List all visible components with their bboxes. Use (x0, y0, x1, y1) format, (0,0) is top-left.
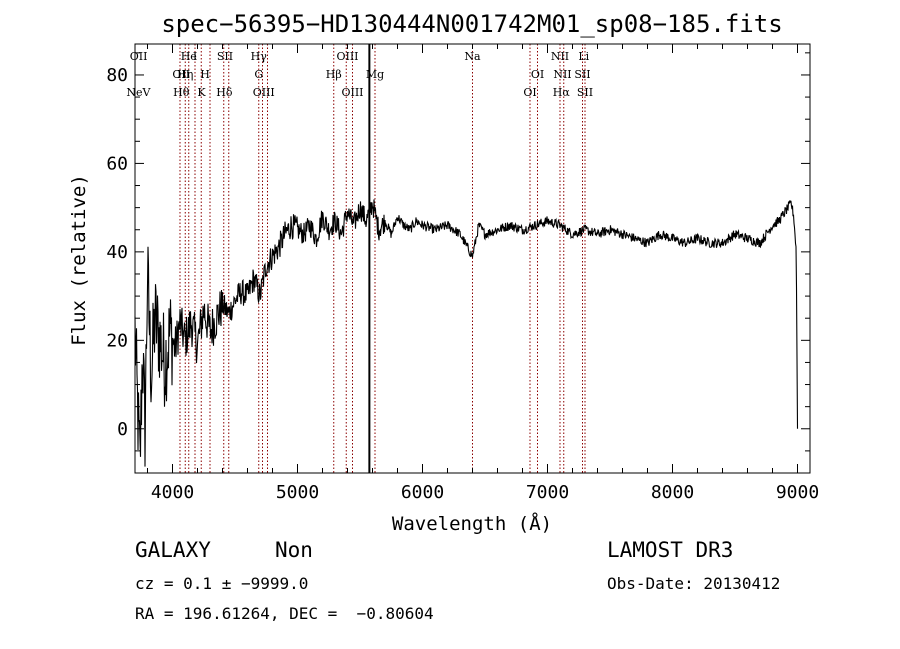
emission-label-19: OI (531, 68, 544, 81)
emission-label-7: K (197, 86, 206, 99)
x-tick-label-3: 7000 (526, 482, 569, 503)
y-tick-label-3: 60 (106, 153, 128, 174)
emission-label-23: Hα (553, 86, 571, 99)
x-tick-label-5: 9000 (776, 482, 819, 503)
y-tick-label-0: 0 (117, 419, 128, 440)
x-tick-label-1: 5000 (276, 482, 319, 503)
emission-label-1: OII (130, 50, 148, 63)
emission-lines-group (179, 44, 586, 473)
emission-label-4: Hη (177, 68, 193, 81)
emission-label-9: SII (217, 50, 233, 63)
emission-label-16: OIII (341, 86, 363, 99)
emission-label-5: He (181, 50, 197, 63)
x-axis: 4000 5000 6000 7000 8000 9000 (147, 44, 819, 503)
obs-date: Obs-Date: 20130412 (607, 574, 781, 593)
y-tick-label-1: 20 (106, 330, 128, 351)
coordinates-readout: RA = 196.61264, DEC = −0.80604 (135, 604, 434, 623)
emission-label-26: Li (578, 50, 589, 63)
y-tick-label-4: 80 (106, 65, 128, 86)
object-class: GALAXY (135, 538, 211, 562)
emission-label-17: Mg (366, 68, 384, 81)
emission-label-11: Hγ (251, 50, 268, 63)
emission-label-15: Hβ (326, 68, 342, 81)
survey-label: LAMOST DR3 (607, 538, 734, 562)
emission-label-10: Hδ (216, 86, 233, 99)
emission-label-21: NII (551, 50, 569, 63)
emission-label-2: OII (172, 68, 190, 81)
emission-label-13: OIII (253, 86, 275, 99)
x-tick-label-4: 8000 (651, 482, 694, 503)
x-tick-label-0: 4000 (151, 482, 194, 503)
emission-label-25: SII (577, 86, 593, 99)
spectrum-line (134, 199, 799, 467)
chart-title: spec−56395−HD130444N001742M01_sp08−185.f… (161, 10, 782, 38)
emission-label-0: NeV (126, 86, 151, 99)
emission-label-8: H (200, 68, 210, 81)
emission-label-22: NII (553, 68, 571, 81)
y-axis-label: Flux (relative) (68, 174, 90, 346)
emission-label-12: G (254, 68, 263, 81)
emission-label-20: OI (523, 86, 536, 99)
x-axis-label: Wavelength (Å) (392, 512, 552, 535)
emission-labels-group: NeV OII OII Hθ Hη HeI KH SII Hδ Hγ G OIII OIII Hβ OIII… (126, 50, 593, 99)
redshift-readout: cz = 0.1 ± −9999.0 (135, 574, 309, 593)
emission-label-3: Hθ (173, 86, 190, 99)
y-tick-label-2: 40 (106, 242, 128, 263)
emission-label-18: Na (464, 50, 481, 63)
x-tick-label-2: 6000 (401, 482, 444, 503)
emission-label-6: I (193, 50, 197, 63)
emission-label-14: OIII (336, 50, 358, 63)
object-subclass: Non (275, 538, 313, 562)
y-axis: 0 20 40 60 80 (106, 52, 810, 452)
emission-label-24: SII (574, 68, 590, 81)
